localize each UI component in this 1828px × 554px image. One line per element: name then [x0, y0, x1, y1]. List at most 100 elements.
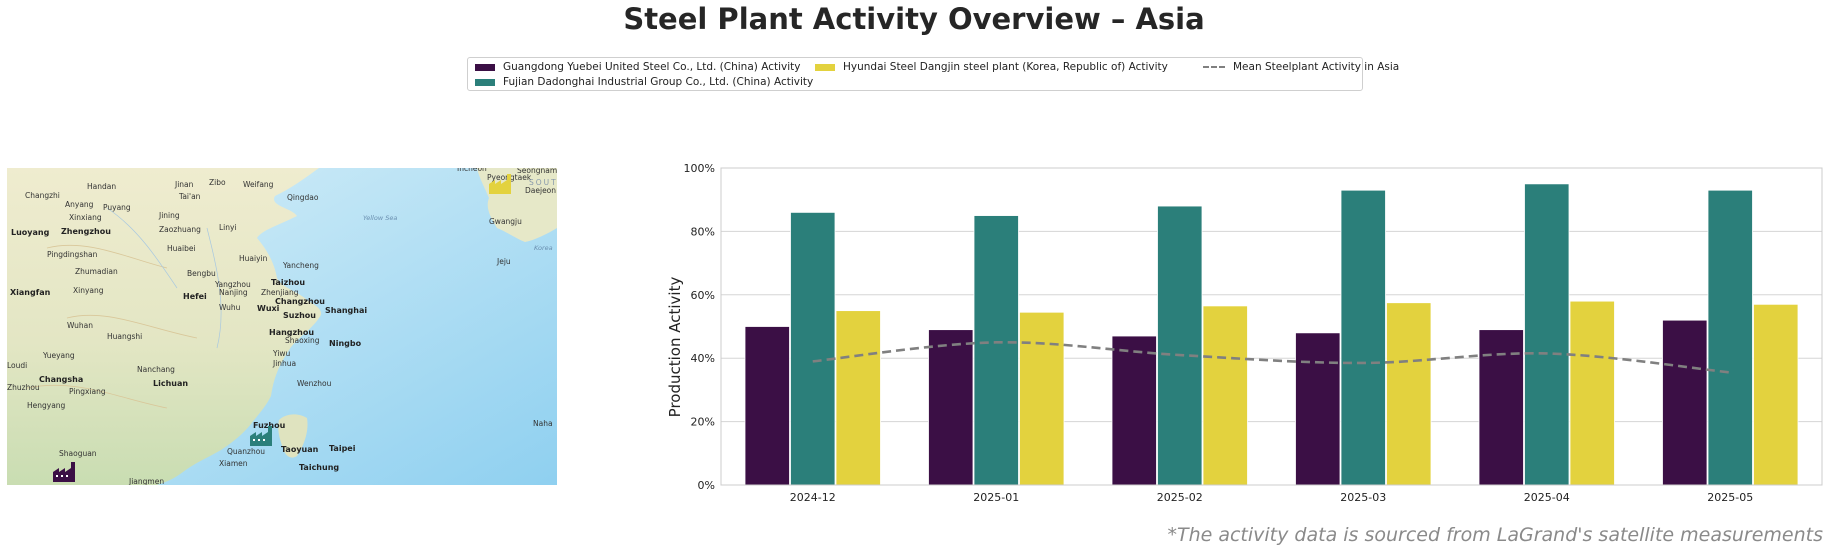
svg-text:Wuhan: Wuhan	[67, 321, 93, 330]
bar	[1662, 319, 1708, 486]
svg-text:Luoyang: Luoyang	[11, 228, 50, 237]
svg-text:Suzhou: Suzhou	[283, 311, 316, 320]
x-tick-label: 2025-04	[1524, 491, 1570, 504]
svg-text:Zaozhuang: Zaozhuang	[159, 225, 201, 234]
bar	[790, 211, 836, 486]
svg-text:Huangshi: Huangshi	[107, 332, 142, 341]
x-tick-label: 2024-12	[790, 491, 836, 504]
y-tick-label: 40%	[691, 352, 715, 365]
svg-text:Hangzhou: Hangzhou	[269, 328, 314, 337]
svg-text:Jinhua: Jinhua	[272, 359, 296, 368]
legend-label-hyundai: Hyundai Steel Dangjin steel plant (Korea…	[843, 61, 1168, 73]
svg-text:Jiangmen: Jiangmen	[128, 477, 164, 485]
svg-text:Weifang: Weifang	[243, 180, 274, 189]
svg-text:Jeju: Jeju	[496, 257, 511, 266]
svg-text:Naha: Naha	[533, 419, 553, 428]
svg-text:Ningbo: Ningbo	[329, 339, 362, 348]
legend-item-mean: Mean Steelplant Activity in Asia	[1203, 61, 1399, 73]
factory-icon-hyundai	[489, 174, 511, 194]
legend-item-fujian: Fujian Dadonghai Industrial Group Co., L…	[475, 76, 813, 88]
bar	[1569, 300, 1615, 486]
svg-text:Bengbu: Bengbu	[187, 269, 216, 278]
bar	[1157, 205, 1203, 486]
legend-swatch-guangdong	[475, 63, 495, 71]
svg-text:Wuhu: Wuhu	[219, 303, 241, 312]
svg-text:Zhenjiang: Zhenjiang	[261, 288, 299, 297]
y-tick-label: 20%	[691, 416, 715, 429]
svg-text:Xiangfan: Xiangfan	[10, 288, 51, 297]
svg-text:Daejeon: Daejeon	[525, 186, 556, 195]
svg-text:Changzhou: Changzhou	[275, 297, 325, 306]
x-tick-label: 2025-01	[973, 491, 1019, 504]
svg-text:Linyi: Linyi	[219, 223, 237, 232]
factory-icon-fujian	[250, 426, 272, 446]
svg-text:Xiamen: Xiamen	[219, 459, 248, 468]
svg-text:Quanzhou: Quanzhou	[227, 447, 265, 456]
svg-text:Zhengzhou: Zhengzhou	[61, 227, 111, 236]
bar	[835, 310, 881, 486]
y-tick-label: 80%	[691, 225, 715, 238]
legend-label-mean: Mean Steelplant Activity in Asia	[1233, 61, 1400, 73]
svg-text:Taichung: Taichung	[299, 463, 339, 472]
svg-text:Taipei: Taipei	[329, 444, 356, 453]
svg-text:Hengyang: Hengyang	[27, 401, 66, 410]
svg-text:Lichuan: Lichuan	[153, 379, 188, 388]
factory-icon-guangdong	[53, 462, 75, 482]
svg-text:Jinan: Jinan	[174, 180, 194, 189]
svg-text:Handan: Handan	[87, 182, 116, 191]
svg-text:Loudi: Loudi	[7, 361, 27, 370]
svg-text:Qingdao: Qingdao	[287, 193, 319, 202]
footnote: *The activity data is sourced from LaGra…	[1167, 524, 1823, 546]
svg-text:SOUTH: SOUTH	[529, 178, 557, 187]
svg-text:Seongnam: Seongnam	[517, 168, 557, 175]
svg-text:Wuxi: Wuxi	[257, 304, 280, 313]
x-tick-label: 2025-05	[1707, 491, 1753, 504]
y-tick-label: 100%	[684, 162, 715, 175]
svg-text:Fuzhou: Fuzhou	[253, 421, 286, 430]
bar	[1295, 332, 1341, 486]
svg-text:Zibo: Zibo	[209, 178, 226, 187]
svg-text:Puyang: Puyang	[103, 203, 131, 212]
chart-legend: Guangdong Yuebei United Steel Co., Ltd. …	[467, 57, 1399, 91]
page-title: Steel Plant Activity Overview – Asia	[623, 2, 1205, 36]
svg-text:Changzhi: Changzhi	[25, 191, 60, 200]
bar	[973, 215, 1019, 486]
svg-text:Nanchang: Nanchang	[137, 365, 175, 374]
legend-item-guangdong: Guangdong Yuebei United Steel Co., Ltd. …	[475, 61, 800, 73]
legend-swatch-fujian	[475, 78, 495, 86]
bar	[744, 326, 790, 486]
svg-text:Yancheng: Yancheng	[282, 261, 319, 270]
bar	[928, 329, 974, 486]
mean-activity-line	[812, 340, 1731, 374]
svg-text:Yiwu: Yiwu	[272, 349, 291, 358]
svg-text:Shaoguan: Shaoguan	[59, 449, 97, 458]
svg-text:Wenzhou: Wenzhou	[297, 379, 332, 388]
svg-text:Pingdingshan: Pingdingshan	[47, 250, 98, 259]
x-tick-label: 2025-02	[1157, 491, 1203, 504]
svg-text:Xinyang: Xinyang	[73, 286, 104, 295]
x-tick-label: 2025-03	[1340, 491, 1386, 504]
svg-text:Jining: Jining	[158, 211, 180, 220]
svg-text:Xinxiang: Xinxiang	[69, 213, 102, 222]
y-axis-label: Production Activity	[666, 277, 684, 418]
legend-swatch-hyundai	[815, 63, 835, 71]
svg-text:Yueyang: Yueyang	[42, 351, 75, 360]
svg-text:Zhuzhou: Zhuzhou	[7, 383, 40, 392]
bar	[1202, 305, 1248, 486]
svg-text:Changsha: Changsha	[39, 375, 83, 384]
svg-text:Taizhou: Taizhou	[271, 278, 305, 287]
svg-text:Korea: Korea	[534, 244, 553, 252]
svg-text:Zhumadian: Zhumadian	[75, 267, 118, 276]
svg-text:Nanjing: Nanjing	[219, 288, 248, 297]
svg-text:Pingxiang: Pingxiang	[69, 387, 106, 396]
svg-text:Tai'an: Tai'an	[178, 192, 201, 201]
bar	[1019, 311, 1065, 486]
legend-swatch-mean	[1203, 66, 1225, 68]
svg-text:Huaiyin: Huaiyin	[239, 254, 268, 263]
svg-text:Anyang: Anyang	[65, 200, 94, 209]
taiwan-landmass	[278, 414, 308, 458]
svg-text:Yangzhou: Yangzhou	[214, 280, 251, 289]
svg-text:Taoyuan: Taoyuan	[281, 445, 319, 454]
bar	[1111, 335, 1157, 486]
